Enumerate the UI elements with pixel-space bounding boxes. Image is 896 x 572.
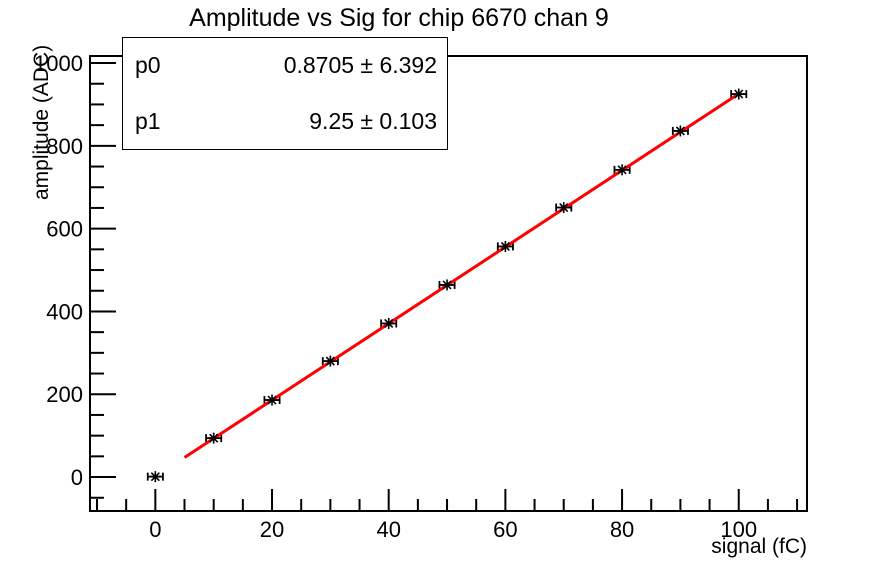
data-point-marker (734, 89, 744, 99)
stat-param-value: 9.25 ± 0.103 (309, 107, 437, 134)
y-axis-title: amplitude (ADC) (30, 45, 53, 200)
x-tick-label: 20 (260, 517, 284, 542)
chart-title: Amplitude vs Sig for chip 6670 chan 9 (189, 4, 609, 32)
y-tick-label: 1000 (34, 51, 83, 76)
data-point-marker (559, 202, 569, 213)
data-point-marker (617, 165, 627, 175)
stat-param-value: 0.8705 ± 6.392 (283, 52, 437, 79)
stat-row-p1: p1 9.25 ± 0.103 (123, 108, 447, 135)
plot-frame (89, 55, 808, 512)
y-tick-label: 200 (46, 382, 83, 407)
data-point-marker (267, 395, 277, 405)
fit-stats-box: p0 0.8705 ± 6.392 p1 9.25 ± 0.103 (122, 37, 448, 150)
y-tick-label: 800 (46, 134, 83, 159)
data-point-marker (150, 472, 160, 482)
y-tick-label: 600 (46, 217, 83, 242)
data-point-marker (325, 356, 335, 366)
data-point-marker (384, 318, 394, 329)
x-tick-label: 40 (376, 517, 400, 542)
data-point-marker (500, 241, 510, 252)
fit-line (183, 92, 740, 459)
stat-param-name: p0 (135, 52, 161, 79)
data-point-marker (442, 280, 452, 290)
x-tick-label: 60 (493, 517, 517, 542)
data-point-marker (209, 433, 219, 443)
y-tick-label: 0 (71, 465, 83, 490)
data-point-marker (675, 126, 685, 136)
stat-row-p0: p0 0.8705 ± 6.392 (123, 52, 447, 79)
x-axis-title: signal (fC) (711, 535, 807, 558)
stat-param-name: p1 (135, 107, 161, 134)
x-tick-label: 0 (149, 517, 161, 542)
x-tick-label: 100 (720, 517, 757, 542)
y-tick-label: 400 (46, 299, 83, 324)
x-tick-label: 80 (610, 517, 634, 542)
